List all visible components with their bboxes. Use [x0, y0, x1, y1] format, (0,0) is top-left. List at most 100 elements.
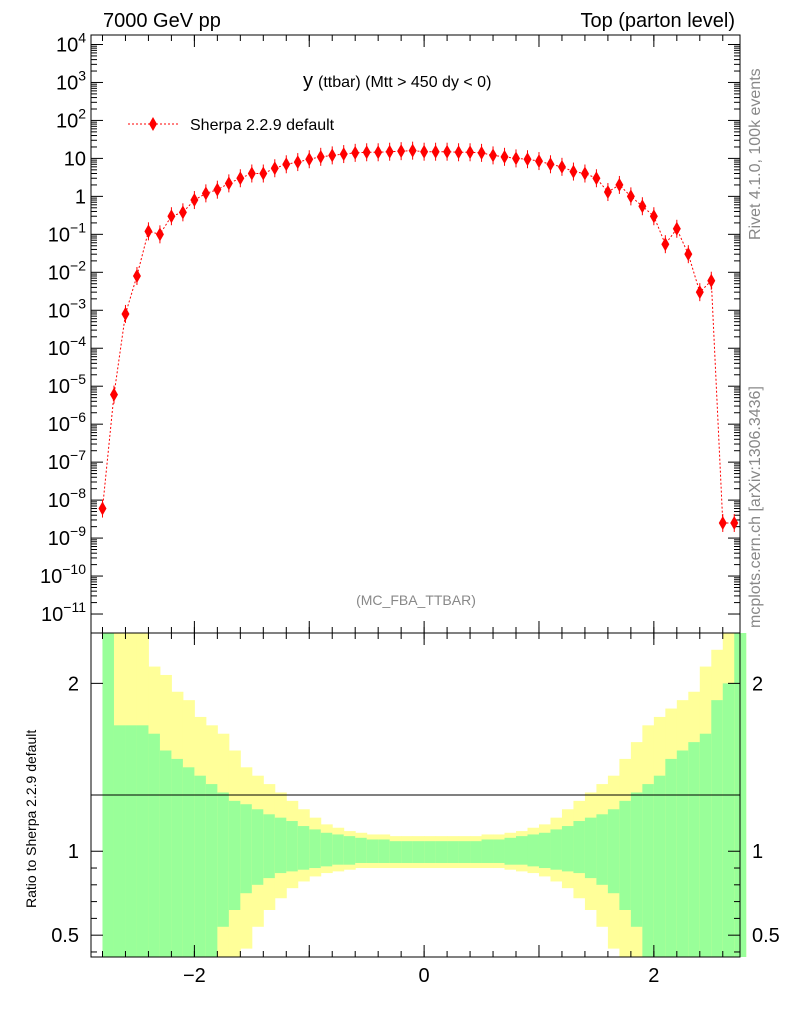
- main-ytick-label-14: 10−10: [40, 561, 86, 588]
- series-point-5: [155, 227, 164, 242]
- series-point-34: [489, 148, 498, 163]
- ratio-band-inner-3: [136, 725, 149, 957]
- ratio-band-inner-34: [493, 839, 506, 863]
- series-point-40: [557, 159, 566, 174]
- ratio-band-inner-54: [722, 683, 735, 957]
- ratio-band-inner-45: [619, 800, 632, 910]
- ratio-ytick-label-2: 2: [68, 673, 79, 695]
- series-point-47: [638, 199, 647, 214]
- series-point-24: [374, 145, 383, 160]
- main-ytick-label-4: 1: [75, 186, 86, 208]
- series-point-43: [592, 171, 601, 186]
- series-line: [102, 150, 735, 524]
- main-ytick-label-9: 10−5: [48, 371, 86, 398]
- ratio-band-inner-28: [424, 841, 437, 863]
- main-ytick-label-12: 10−8: [48, 485, 86, 512]
- ratio-band-inner-20: [332, 834, 345, 865]
- series-point-10: [213, 182, 222, 197]
- ratio-band-inner-31: [458, 841, 471, 863]
- legend-label: Sherpa 2.2.9 default: [190, 117, 335, 134]
- ratio-band-inner-52: [699, 733, 712, 957]
- series-point-16: [282, 157, 291, 172]
- header-energy-label: 7000 GeV pp: [103, 10, 221, 32]
- series-point-30: [443, 144, 452, 159]
- series-point-14: [259, 166, 268, 181]
- series-point-23: [362, 145, 371, 160]
- main-ytick-label-13: 10−9: [48, 523, 86, 550]
- ratio-band-inner-39: [550, 829, 563, 870]
- main-ytick-label-5: 10−1: [48, 219, 86, 246]
- analysis-watermark: (MC_FBA_TTBAR): [356, 592, 476, 608]
- main-ytick-label-1: 103: [56, 67, 86, 94]
- ratio-band-inner-8: [194, 775, 207, 957]
- ratio-band-inner-51: [688, 742, 701, 957]
- series-point-19: [316, 149, 325, 164]
- main-ytick-label-8: 10−4: [48, 333, 86, 360]
- ratio-band-inner-33: [481, 839, 494, 863]
- series-point-55: [730, 515, 739, 530]
- header-process-label: Top (parton level): [580, 10, 735, 32]
- ratio-band-inner-41: [573, 821, 586, 874]
- series-point-35: [500, 149, 509, 164]
- series-point-0: [98, 501, 107, 516]
- series-point-37: [523, 152, 532, 167]
- series-point-54: [718, 515, 727, 530]
- series-point-12: [236, 171, 245, 186]
- ratio-ytick-label-right-1: 1: [752, 841, 763, 863]
- ratio-band-inner-21: [343, 836, 356, 865]
- ratio-band-inner-29: [435, 841, 448, 863]
- plot-title-selection: (ttbar) (Mtt > 450 dy < 0): [318, 74, 491, 91]
- ratio-xtick-label-2: 2: [648, 965, 659, 987]
- series-point-6: [167, 209, 176, 224]
- ratio-panel-frame: [90, 632, 741, 958]
- series-point-44: [603, 185, 612, 200]
- series-point-18: [305, 152, 314, 167]
- ratio-bands: [102, 633, 747, 957]
- ratio-band-inner-37: [527, 834, 540, 867]
- ratio-band-inner-10: [217, 792, 230, 927]
- series-point-11: [224, 176, 233, 191]
- ratio-band-inner-42: [584, 817, 597, 879]
- main-ytick-label-3: 10: [64, 148, 86, 170]
- series-point-21: [339, 147, 348, 162]
- main-ytick-label-2: 102: [56, 105, 86, 132]
- ratio-y-axis: 0.5 0.5 1 1 2 2: [51, 673, 780, 953]
- series-point-49: [661, 237, 670, 252]
- series-point-36: [512, 151, 521, 166]
- series-point-42: [580, 166, 589, 181]
- series-point-28: [420, 144, 429, 159]
- ratio-band-inner-23: [366, 839, 379, 863]
- ratio-band-inner-24: [378, 839, 391, 863]
- ratio-y-axis-label: Ratio to Sherpa 2.2.9 default: [23, 730, 39, 908]
- ratio-xtick-label-0: −2: [183, 965, 206, 987]
- series-point-20: [328, 148, 337, 163]
- ratio-band-inner-27: [412, 841, 425, 863]
- ratio-band-inner-13: [251, 809, 264, 885]
- main-ytick-label-11: 10−7: [48, 447, 86, 474]
- ratio-ytick-label-1: 1: [68, 841, 79, 863]
- ratio-band-inner-14: [263, 814, 276, 879]
- ratio-band-inner-5: [159, 750, 172, 957]
- ratio-band-inner-6: [171, 758, 184, 957]
- series-point-46: [626, 189, 635, 204]
- ratio-band-inner-53: [711, 700, 724, 957]
- ratio-xtick-label-1: 0: [419, 965, 430, 987]
- ratio-band-inner-17: [297, 826, 310, 870]
- ratio-band-inner-46: [630, 792, 643, 927]
- main-y-axis: 10410310210110−110−210−310−410−510−610−7…: [40, 29, 740, 633]
- plot-title-variable: y: [303, 70, 313, 92]
- ratio-ytick-label-0: 0.5: [51, 925, 79, 947]
- main-ytick-label-0: 104: [56, 29, 86, 56]
- main-ytick-label-7: 10−3: [48, 295, 86, 322]
- ratio-band-inner-7: [182, 767, 195, 957]
- ratio-x-axis: −2 0 2: [101, 633, 724, 987]
- ratio-band-inner-19: [320, 832, 333, 867]
- main-ytick-label-15: 10−11: [41, 599, 86, 626]
- ratio-band-inner-49: [665, 758, 678, 957]
- ratio-band-inner-11: [228, 800, 241, 910]
- ratio-band-inner-22: [355, 837, 368, 863]
- series-point-39: [546, 157, 555, 172]
- ratio-band-inner-35: [504, 837, 517, 865]
- ratio-band-inner-9: [205, 784, 218, 957]
